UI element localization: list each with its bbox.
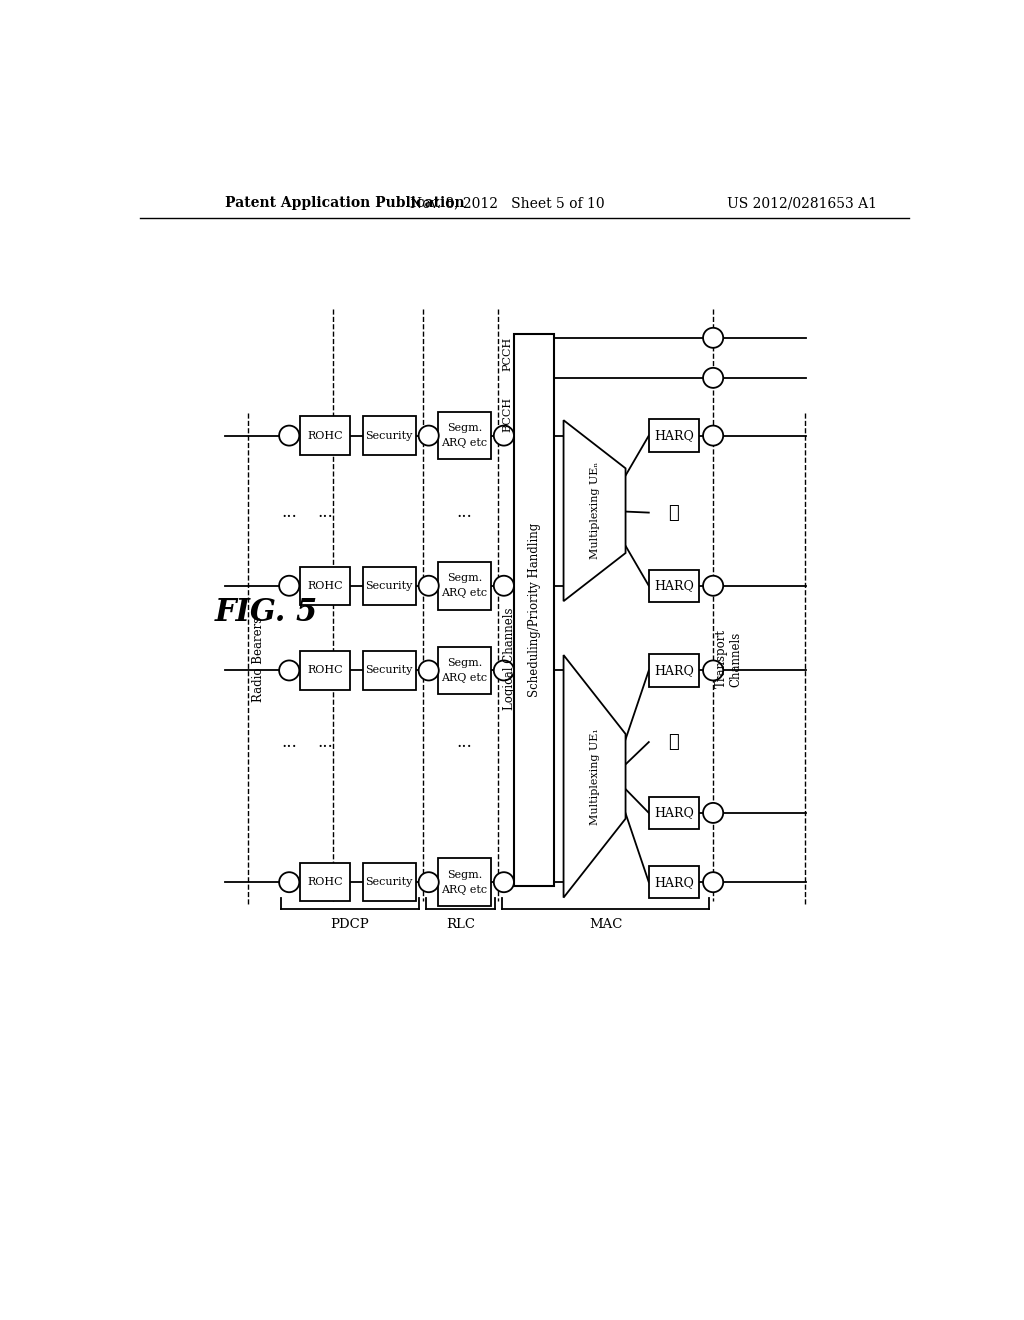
Ellipse shape (703, 873, 723, 892)
Bar (649, 655, 699, 686)
Text: Segm.: Segm. (446, 870, 482, 879)
Text: ...: ... (457, 734, 472, 751)
Text: Security: Security (366, 665, 413, 676)
Ellipse shape (703, 368, 723, 388)
Text: RLC: RLC (446, 917, 475, 931)
Text: Nov. 8, 2012   Sheet 5 of 10: Nov. 8, 2012 Sheet 5 of 10 (411, 197, 605, 210)
Polygon shape (563, 655, 626, 898)
Bar (300, 863, 350, 902)
Text: ARQ etc: ARQ etc (441, 438, 487, 449)
Text: ...: ... (282, 504, 297, 521)
Bar (649, 570, 699, 602)
Text: ⋯: ⋯ (669, 504, 679, 521)
Text: Segm.: Segm. (446, 657, 482, 668)
Polygon shape (563, 420, 626, 601)
Text: PCCH: PCCH (503, 337, 513, 371)
Ellipse shape (419, 660, 438, 681)
Text: ...: ... (317, 734, 333, 751)
Text: ...: ... (282, 734, 297, 751)
Ellipse shape (280, 873, 299, 892)
Text: US 2012/0281653 A1: US 2012/0281653 A1 (727, 197, 878, 210)
Ellipse shape (494, 425, 514, 446)
Bar (362, 651, 416, 689)
Text: HARQ: HARQ (654, 807, 694, 820)
Text: Patent Application Publication: Patent Application Publication (225, 197, 465, 210)
Ellipse shape (703, 576, 723, 595)
Text: BCCH: BCCH (503, 397, 513, 432)
Text: ROHC: ROHC (307, 581, 343, 591)
Bar (438, 412, 490, 459)
Text: ARQ etc: ARQ etc (441, 589, 487, 598)
Text: Security: Security (366, 878, 413, 887)
Ellipse shape (703, 803, 723, 822)
Text: ARQ etc: ARQ etc (441, 673, 487, 684)
Bar (438, 647, 490, 694)
Text: Transport
Channels: Transport Channels (715, 630, 742, 689)
Text: Radio Bearers: Radio Bearers (253, 616, 265, 701)
Text: Logical Channels: Logical Channels (503, 607, 516, 710)
Text: ⋯: ⋯ (669, 733, 679, 751)
Text: Security: Security (366, 581, 413, 591)
Ellipse shape (494, 660, 514, 681)
Bar (362, 416, 416, 455)
Ellipse shape (703, 425, 723, 446)
Bar (300, 651, 350, 689)
Ellipse shape (419, 873, 438, 892)
Text: Security: Security (366, 430, 413, 441)
Text: ARQ etc: ARQ etc (441, 884, 487, 895)
Bar (300, 566, 350, 605)
Text: Scheduling/Priority Handling: Scheduling/Priority Handling (527, 523, 541, 697)
Bar (362, 863, 416, 902)
Ellipse shape (419, 576, 438, 595)
Text: MAC: MAC (589, 917, 623, 931)
Ellipse shape (703, 660, 723, 681)
Ellipse shape (280, 576, 299, 595)
Bar (649, 866, 699, 899)
Bar (649, 420, 699, 451)
Text: Segm.: Segm. (446, 422, 482, 433)
Bar (438, 562, 490, 610)
Bar (514, 334, 554, 886)
Text: HARQ: HARQ (654, 664, 694, 677)
Ellipse shape (494, 873, 514, 892)
Text: PDCP: PDCP (331, 917, 370, 931)
Text: ROHC: ROHC (307, 878, 343, 887)
Bar (438, 858, 490, 906)
Text: Segm.: Segm. (446, 573, 482, 583)
Bar (362, 566, 416, 605)
Ellipse shape (703, 327, 723, 348)
Text: ...: ... (317, 504, 333, 521)
Text: ROHC: ROHC (307, 430, 343, 441)
Text: ROHC: ROHC (307, 665, 343, 676)
Text: FIG. 5: FIG. 5 (215, 597, 318, 628)
Ellipse shape (419, 425, 438, 446)
Text: HARQ: HARQ (654, 875, 694, 888)
Ellipse shape (494, 576, 514, 595)
Bar (300, 416, 350, 455)
Text: Multiplexing UE₁: Multiplexing UE₁ (590, 727, 599, 825)
Text: HARQ: HARQ (654, 579, 694, 593)
Text: Multiplexing UEₙ: Multiplexing UEₙ (590, 462, 599, 560)
Text: HARQ: HARQ (654, 429, 694, 442)
Bar (649, 797, 699, 829)
Text: ...: ... (457, 504, 472, 521)
Ellipse shape (280, 425, 299, 446)
Ellipse shape (280, 660, 299, 681)
